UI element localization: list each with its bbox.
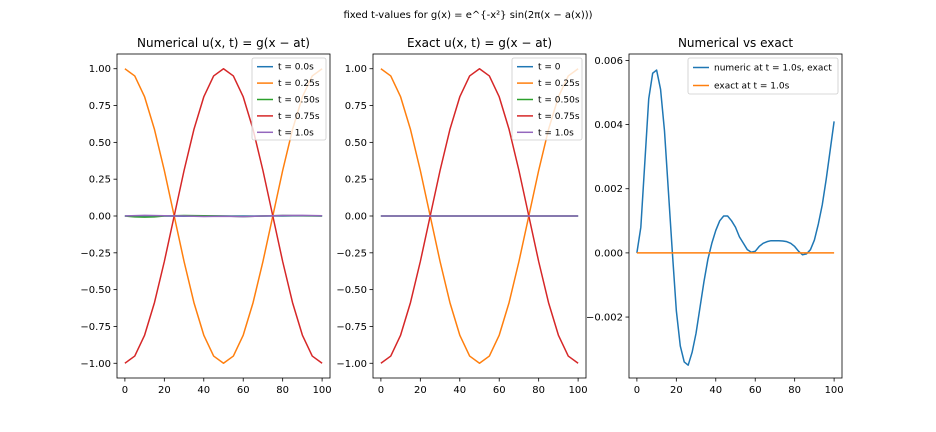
y-tick-label: 0.50: [89, 138, 111, 149]
x-tick-label: 80: [532, 385, 545, 396]
y-tick-label: −0.25: [336, 248, 367, 259]
y-tick-label: 0.00: [89, 212, 111, 223]
y-tick-label: 1.00: [89, 64, 111, 75]
y-tick-label: 1.00: [345, 64, 367, 75]
y-tick-label: −0.25: [80, 248, 111, 259]
axes-title: Exact u(x, t) = g(x − at): [407, 36, 552, 50]
x-tick-label: 60: [237, 385, 250, 396]
y-tick-label: −0.50: [80, 285, 111, 296]
x-tick-label: 0: [634, 385, 640, 396]
x-tick-label: 60: [493, 385, 506, 396]
x-tick-label: 80: [276, 385, 289, 396]
legend-label: t = 1.0s: [278, 128, 314, 138]
x-tick-label: 20: [414, 385, 427, 396]
y-tick-label: 0.25: [89, 175, 111, 186]
y-tick-label: −0.50: [336, 285, 367, 296]
y-tick-label: 0.25: [345, 175, 367, 186]
legend-label: t = 0.50s: [278, 96, 320, 106]
x-tick-label: 100: [569, 385, 588, 396]
axes-title: Numerical u(x, t) = g(x − at): [137, 36, 310, 50]
figure-suptitle: fixed t-values for g(x) = e^{-x²} sin(2π…: [0, 10, 936, 21]
x-tick-label: 40: [197, 385, 210, 396]
legend-label: exact at t = 1.0s: [714, 82, 790, 92]
y-tick-label: −0.002: [586, 313, 623, 324]
axes-frame: [628, 53, 843, 379]
legend: numeric at t = 1.0s, exact exact at t = 1…: [687, 57, 839, 95]
axes-numerical-vs-exact: 0 20 40 60 80 100 −0.002 0.000 0.002 0.004 0.006 Nu…: [586, 36, 844, 396]
y-tick-label: 0.00: [345, 212, 367, 223]
x-tick-label: 100: [825, 385, 844, 396]
axes-exact: 0 20 40 60 80 100 −1.00 −0.75 −0.50 −0.25 0.00 0.25…: [336, 36, 587, 396]
x-tick-label: 20: [670, 385, 683, 396]
legend-label: t = 0.25s: [278, 79, 320, 89]
y-tick-label: 0.004: [594, 120, 623, 131]
x-tick-label: 40: [709, 385, 722, 396]
y-tick-label: 0.000: [594, 248, 623, 259]
x-tick-label: 100: [313, 385, 332, 396]
series-line-4: [124, 214, 323, 218]
y-tick-label: 0.002: [594, 184, 623, 195]
y-tick-label: 0.75: [89, 101, 111, 112]
legend-label: numeric at t = 1.0s, exact: [714, 64, 832, 74]
y-tick-label: 0.006: [594, 56, 623, 67]
legend-label: t = 0: [538, 63, 561, 73]
series-line-1: [380, 68, 579, 365]
legend-label: t = 1.0s: [538, 128, 574, 138]
legend: t = 0 t = 0.25s t = 0.50s t = 0.75s t = 1.0s: [511, 57, 583, 141]
series-line-1: [124, 68, 323, 365]
series-line-3: [380, 67, 579, 364]
y-tick-label: −0.75: [336, 322, 367, 333]
legend-label: t = 0.0s: [278, 63, 314, 73]
legend-label: t = 0.25s: [538, 79, 580, 89]
y-tick-label: 0.75: [345, 101, 367, 112]
suptitle-text: fixed t-values for g(x) = e^{-x²} sin(2π…: [343, 10, 593, 21]
legend-label: t = 0.50s: [538, 96, 580, 106]
y-tick-label: −0.75: [80, 322, 111, 333]
axes-numerical: 0 20 40 60 80 100 −1.00 −0.75 −0.50 −0.25 0.00 0.25…: [80, 36, 331, 396]
legend: t = 0.0s t = 0.25s t = 0.50s t = 0.75s t = 1…: [251, 57, 327, 141]
y-tick-label: 0.50: [345, 138, 367, 149]
series-line-3: [124, 67, 323, 364]
x-tick-label: 80: [788, 385, 801, 396]
y-tick-label: −1.00: [80, 359, 111, 370]
x-tick-label: 0: [378, 385, 384, 396]
series-line-0: [636, 69, 835, 366]
legend-label: t = 0.75s: [278, 112, 320, 122]
axes-title: Numerical vs exact: [678, 36, 793, 50]
x-tick-label: 20: [158, 385, 171, 396]
x-tick-label: 40: [453, 385, 466, 396]
legend-label: t = 0.75s: [538, 112, 580, 122]
x-tick-label: 0: [122, 385, 128, 396]
y-tick-label: −1.00: [336, 359, 367, 370]
x-tick-label: 60: [749, 385, 762, 396]
